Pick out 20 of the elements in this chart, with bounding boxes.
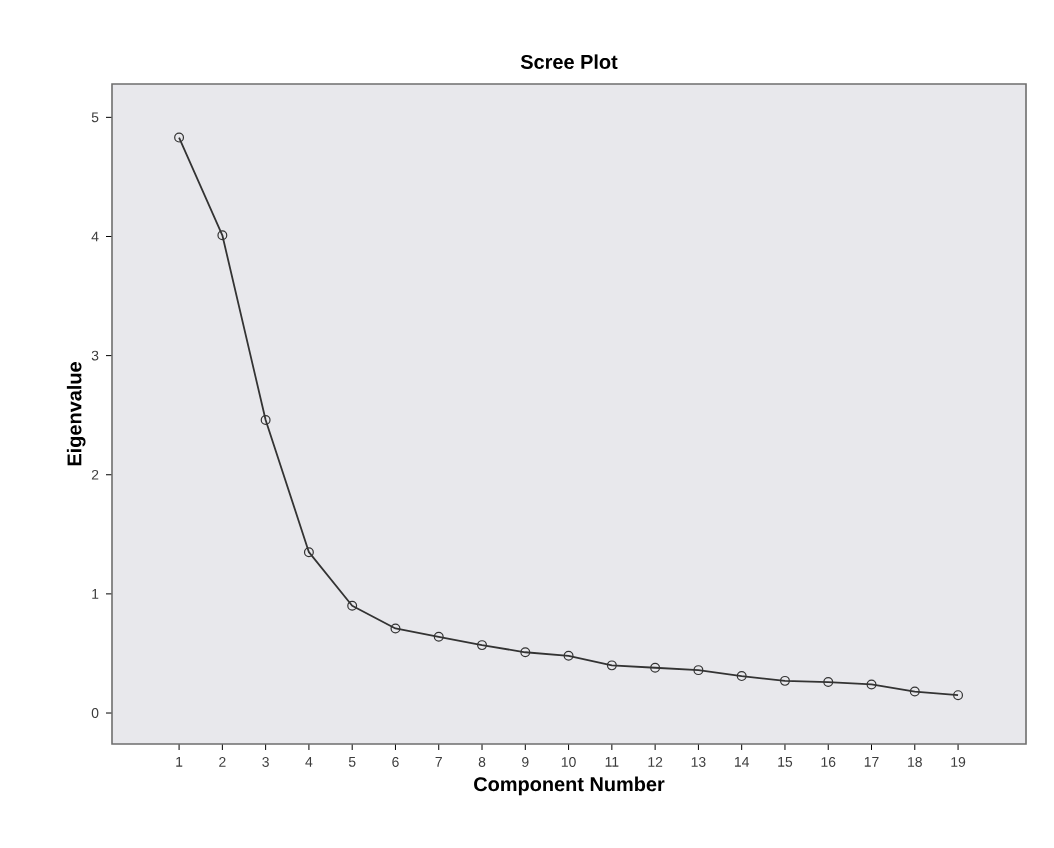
y-axis-title: Eigenvalue [66,362,86,466]
point [866,679,877,690]
point [650,662,661,673]
point [477,640,487,651]
point [520,647,531,658]
point [347,600,358,611]
point [823,677,834,688]
point [606,660,617,671]
point [693,665,704,676]
point [217,230,228,241]
x-axis-title: Component Number [474,776,665,796]
point [433,631,444,642]
point [779,675,790,686]
chart-title: Scree Plot [520,54,618,69]
point [736,671,747,682]
point [390,623,401,634]
point [563,650,574,661]
point [303,547,314,558]
point [260,414,271,425]
point [909,686,920,697]
